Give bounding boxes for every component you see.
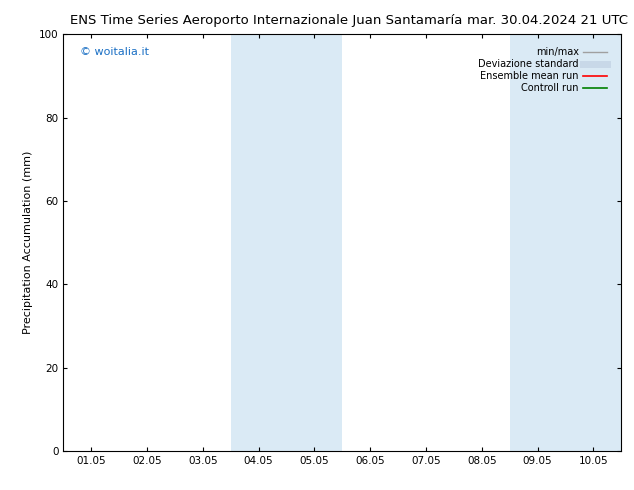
- Bar: [566, 34, 621, 451]
- Bar: [231, 34, 287, 451]
- Bar: [510, 34, 566, 451]
- Legend: min/max, Deviazione standard, Ensemble mean run, Controll run: min/max, Deviazione standard, Ensemble m…: [474, 43, 611, 97]
- Text: ENS Time Series Aeroporto Internazionale Juan Santamaría: ENS Time Series Aeroporto Internazionale…: [70, 14, 462, 27]
- Y-axis label: Precipitation Accumulation (mm): Precipitation Accumulation (mm): [23, 151, 34, 334]
- Text: © woitalia.it: © woitalia.it: [80, 47, 149, 57]
- Bar: [287, 34, 342, 451]
- Text: mar. 30.04.2024 21 UTC: mar. 30.04.2024 21 UTC: [467, 14, 628, 27]
